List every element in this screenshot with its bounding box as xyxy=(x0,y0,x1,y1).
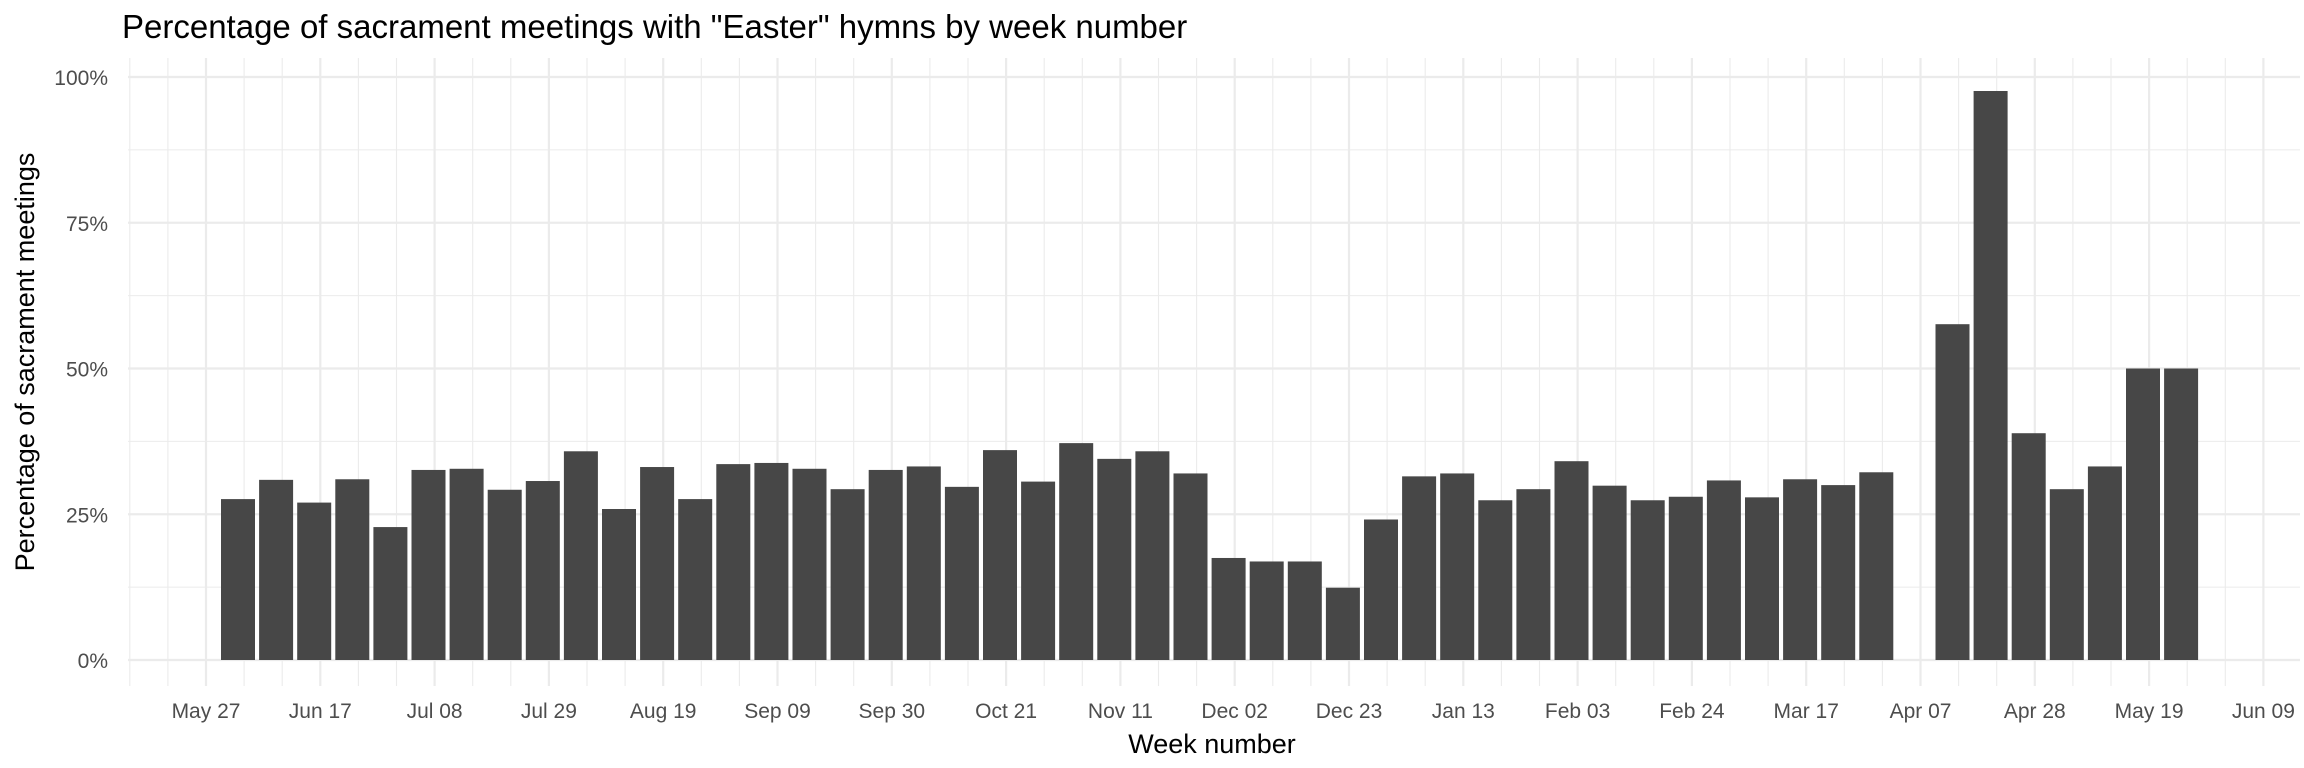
bar-nov-01 xyxy=(1059,443,1094,660)
bar-sep-27 xyxy=(868,469,903,660)
bar-mar-07 xyxy=(1745,497,1779,660)
bar-dec-27 xyxy=(1364,519,1398,660)
x-tick-label: May 19 xyxy=(2115,700,2184,723)
y-tick-label: 100% xyxy=(54,67,108,90)
bar-jul-26 xyxy=(525,481,560,660)
bar-mar-21 xyxy=(1821,485,1856,660)
y-tick-label: 0% xyxy=(78,650,108,673)
bar-jan-03 xyxy=(1402,476,1437,660)
bar-dec-20 xyxy=(1325,587,1360,660)
bars xyxy=(221,90,2199,660)
bar-aug-02 xyxy=(563,451,598,660)
bar-sep-20 xyxy=(830,489,865,660)
bar-jun-28 xyxy=(373,527,408,660)
bar-apr-25 xyxy=(2011,433,2046,660)
bar-may-31 xyxy=(221,499,255,660)
bar-nov-15 xyxy=(1135,451,1170,660)
x-tick-label: Sep 09 xyxy=(744,700,811,723)
bar-oct-04 xyxy=(906,466,941,660)
x-tick-label: Jul 29 xyxy=(521,700,577,723)
bar-nov-08 xyxy=(1097,458,1132,660)
x-axis-label: Week number xyxy=(1128,729,1296,759)
bar-oct-18 xyxy=(983,450,1017,660)
x-tick-label: Sep 30 xyxy=(859,700,926,723)
bar-oct-11 xyxy=(944,486,979,660)
x-tick-label: Jun 17 xyxy=(289,700,352,723)
y-axis-ticks: 0% 25% 50% 75% 100% xyxy=(54,67,108,673)
bar-apr-11 xyxy=(1935,324,1970,660)
bar-may-02 xyxy=(2049,489,2084,660)
y-tick-label: 50% xyxy=(66,359,108,382)
bar-jul-19 xyxy=(487,489,522,660)
bar-jan-24 xyxy=(1516,489,1551,660)
x-tick-label: Jun 09 xyxy=(2232,700,2295,723)
bar-feb-28 xyxy=(1706,480,1741,660)
x-tick-label: Apr 28 xyxy=(2004,700,2066,723)
bar-feb-21 xyxy=(1668,496,1703,660)
bar-jun-07 xyxy=(259,479,294,660)
y-tick-label: 25% xyxy=(66,504,108,527)
bar-nov-22 xyxy=(1173,473,1208,660)
bar-aug-23 xyxy=(678,499,713,660)
x-tick-label: Aug 19 xyxy=(630,700,697,723)
bar-mar-28 xyxy=(1859,472,1894,660)
x-tick-label: Dec 23 xyxy=(1316,700,1383,723)
bar-feb-14 xyxy=(1630,500,1665,660)
bar-dec-13 xyxy=(1287,561,1322,660)
bar-dec-06 xyxy=(1249,561,1284,660)
bar-jan-31 xyxy=(1554,461,1589,660)
bar-may-23 xyxy=(2164,368,2199,660)
bar-may-16 xyxy=(2126,368,2160,660)
bar-apr-18 xyxy=(1973,90,2008,660)
x-tick-label: May 27 xyxy=(172,700,241,723)
bar-aug-30 xyxy=(716,464,751,660)
bar-oct-25 xyxy=(1021,481,1056,660)
x-tick-label: Apr 07 xyxy=(1890,700,1952,723)
x-axis-ticks: May 27 Jun 17 Jul 08 Jul 29 Aug 19 Sep 09 Sep … xyxy=(172,700,2295,723)
x-tick-label: Nov 11 xyxy=(1088,700,1153,723)
y-tick-label: 75% xyxy=(66,213,108,236)
bar-sep-13 xyxy=(792,468,827,660)
bar-jan-17 xyxy=(1478,500,1513,660)
chart-title: Percentage of sacrament meetings with "E… xyxy=(122,8,1188,45)
bar-jun-21 xyxy=(335,479,370,660)
x-tick-label: Mar 17 xyxy=(1774,700,1839,723)
bar-jul-12 xyxy=(449,468,484,660)
bar-aug-09 xyxy=(602,509,636,660)
bar-jun-14 xyxy=(297,502,332,660)
bar-feb-07 xyxy=(1592,485,1627,660)
x-tick-label: Dec 02 xyxy=(1201,700,1268,723)
bar-mar-14 xyxy=(1783,479,1818,660)
x-tick-label: Jul 08 xyxy=(407,700,463,723)
bar-nov-29 xyxy=(1211,557,1246,660)
x-tick-label: Feb 24 xyxy=(1659,700,1725,723)
x-tick-label: Feb 03 xyxy=(1545,700,1610,723)
bar-may-09 xyxy=(2087,466,2122,660)
bar-aug-16 xyxy=(640,467,675,660)
x-tick-label: Jan 13 xyxy=(1432,700,1495,723)
y-axis-label: Percentage of sacrament meetings xyxy=(10,153,40,572)
x-tick-label: Oct 21 xyxy=(975,700,1037,723)
bar-sep-06 xyxy=(754,462,789,660)
bar-jul-05 xyxy=(411,469,446,660)
bar-jan-10 xyxy=(1440,473,1475,660)
